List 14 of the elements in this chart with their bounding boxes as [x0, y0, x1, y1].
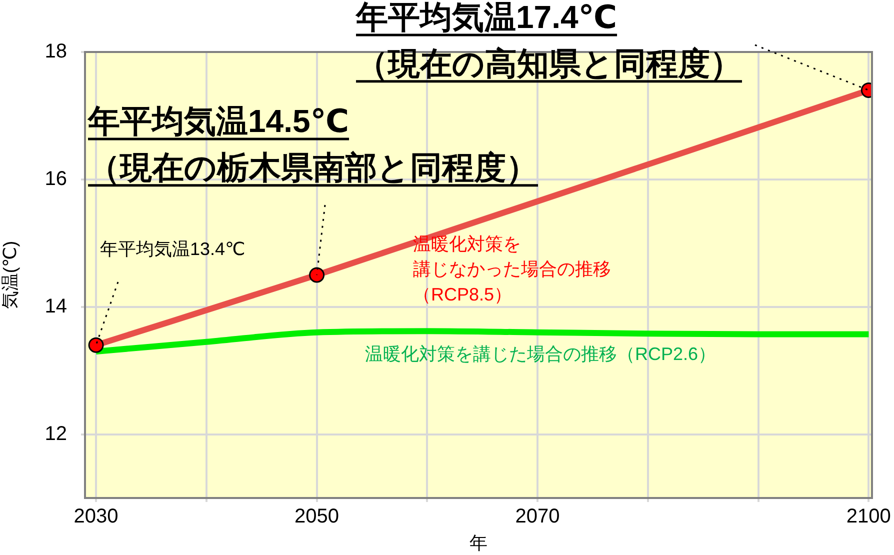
annotation: 年平均気温13.4℃: [100, 239, 246, 259]
y-tick-label: 12: [44, 422, 67, 445]
y-axis-title: 気温(℃): [0, 240, 20, 310]
x-tick-label: 2030: [74, 506, 118, 528]
y-tick-label: 16: [44, 168, 67, 190]
x-tick-label: 2070: [515, 506, 560, 528]
x-tick-label: 2100: [846, 506, 891, 528]
y-tick-label: 14: [44, 295, 67, 318]
annotation: 年平均気温17.4℃ （現在の高知県と同程度）: [355, 0, 742, 82]
y-tick-label: 18: [44, 40, 67, 63]
x-tick-label: 2050: [294, 506, 340, 528]
series-label: 温暖化対策を講じた場合の推移（RCP2.6）: [365, 344, 716, 364]
annotation: 年平均気温14.5℃ （現在の栃木県南部と同程度）: [87, 103, 538, 186]
x-axis-title: 年: [469, 533, 488, 554]
